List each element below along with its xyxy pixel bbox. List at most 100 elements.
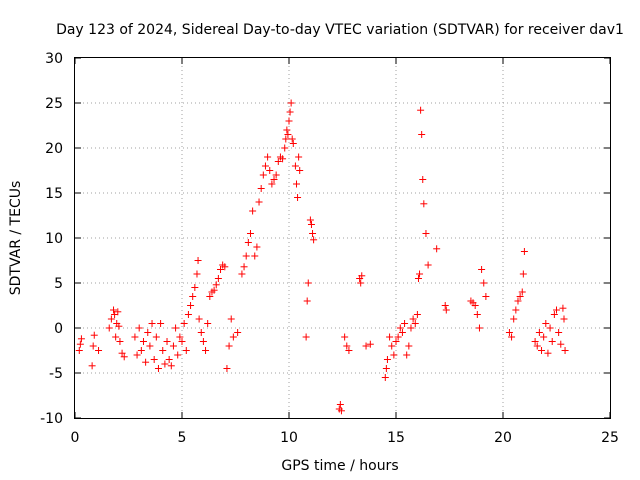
- data-point: [217, 266, 225, 273]
- y-tick-label: 10: [45, 231, 63, 247]
- data-point: [131, 333, 139, 341]
- data-point: [112, 333, 120, 341]
- data-point: [210, 286, 218, 294]
- data-point: [366, 340, 374, 348]
- data-point: [403, 351, 411, 359]
- chart-title: Day 123 of 2024, Sidereal Day-to-day VTE…: [56, 22, 624, 38]
- data-point: [306, 216, 314, 224]
- data-point: [561, 347, 569, 354]
- data-point: [433, 245, 441, 253]
- data-point: [289, 140, 297, 147]
- data-point: [176, 333, 184, 341]
- data-point: [288, 135, 296, 143]
- x-axis-label: GPS time / hours: [281, 458, 398, 474]
- data-point: [244, 239, 252, 246]
- data-point: [261, 162, 269, 170]
- data-point: [540, 333, 548, 341]
- data-point: [302, 333, 310, 341]
- data-point: [417, 106, 425, 114]
- data-point: [411, 320, 419, 327]
- data-point: [362, 342, 370, 350]
- data-point: [212, 281, 220, 289]
- data-point: [401, 320, 409, 327]
- data-point: [480, 279, 488, 287]
- data-point: [266, 167, 274, 174]
- data-point: [505, 329, 513, 336]
- data-point: [253, 243, 261, 251]
- data-point: [394, 333, 402, 341]
- data-point: [282, 135, 290, 143]
- data-point: [544, 349, 552, 357]
- data-point: [473, 311, 481, 318]
- y-tick-label: 30: [45, 51, 63, 67]
- data-point: [257, 185, 265, 192]
- x-tick-label: 10: [280, 430, 298, 446]
- data-point: [442, 306, 450, 314]
- x-tick-label: 20: [494, 430, 512, 446]
- data-point: [396, 324, 404, 332]
- data-point: [358, 272, 366, 280]
- data-point: [419, 176, 427, 183]
- data-point: [144, 329, 152, 336]
- data-point: [343, 342, 351, 350]
- x-tick-label: 15: [387, 430, 405, 446]
- data-point: [95, 347, 103, 354]
- data-point: [193, 270, 201, 278]
- data-point: [268, 180, 276, 188]
- data-point: [191, 284, 199, 291]
- data-point: [286, 108, 294, 116]
- data-point: [538, 347, 546, 354]
- data-point: [285, 117, 293, 125]
- y-tick-label: -10: [40, 411, 63, 427]
- data-point: [116, 338, 124, 345]
- data-point: [478, 266, 486, 273]
- data-point: [560, 315, 568, 323]
- data-point: [77, 335, 85, 343]
- data-point: [110, 306, 118, 314]
- data-point: [194, 257, 202, 264]
- data-point: [274, 158, 282, 165]
- data-point: [167, 362, 175, 370]
- data-point: [519, 270, 527, 278]
- data-point: [159, 347, 167, 354]
- data-point: [559, 304, 567, 312]
- data-point: [89, 342, 97, 350]
- y-tick-label: -5: [49, 366, 63, 382]
- data-point: [345, 347, 353, 354]
- data-point: [337, 407, 345, 415]
- data-point: [294, 194, 302, 201]
- data-point: [510, 315, 518, 323]
- data-point: [195, 315, 203, 323]
- data-point: [386, 333, 394, 341]
- data-point: [204, 320, 212, 327]
- data-point: [242, 252, 250, 260]
- data-point: [279, 155, 287, 163]
- data-point: [482, 293, 490, 300]
- y-tick-labels: -10 -5 0 5 10 15 20 25 30: [40, 51, 63, 427]
- data-point: [441, 302, 449, 309]
- data-point: [75, 347, 83, 354]
- data-point: [246, 230, 254, 237]
- data-point: [182, 347, 190, 354]
- data-point: [283, 126, 291, 134]
- data-point: [105, 324, 113, 332]
- data-point: [270, 176, 278, 183]
- data-point: [197, 329, 205, 336]
- x-tick-labels: 0 5 10 15 20 25: [71, 430, 619, 446]
- data-point: [88, 362, 96, 370]
- x-tick-label: 5: [178, 430, 187, 446]
- data-point: [292, 180, 300, 188]
- data-point: [115, 322, 123, 330]
- data-point: [142, 358, 150, 366]
- data-point: [154, 365, 162, 372]
- data-point: [163, 338, 171, 345]
- data-point: [223, 365, 231, 372]
- data-point: [199, 338, 207, 345]
- data-point: [398, 329, 406, 336]
- data-point: [542, 320, 550, 327]
- data-point: [555, 329, 563, 336]
- data-point: [107, 315, 115, 323]
- data-point: [392, 338, 400, 345]
- data-point: [557, 340, 565, 348]
- data-point: [249, 207, 257, 215]
